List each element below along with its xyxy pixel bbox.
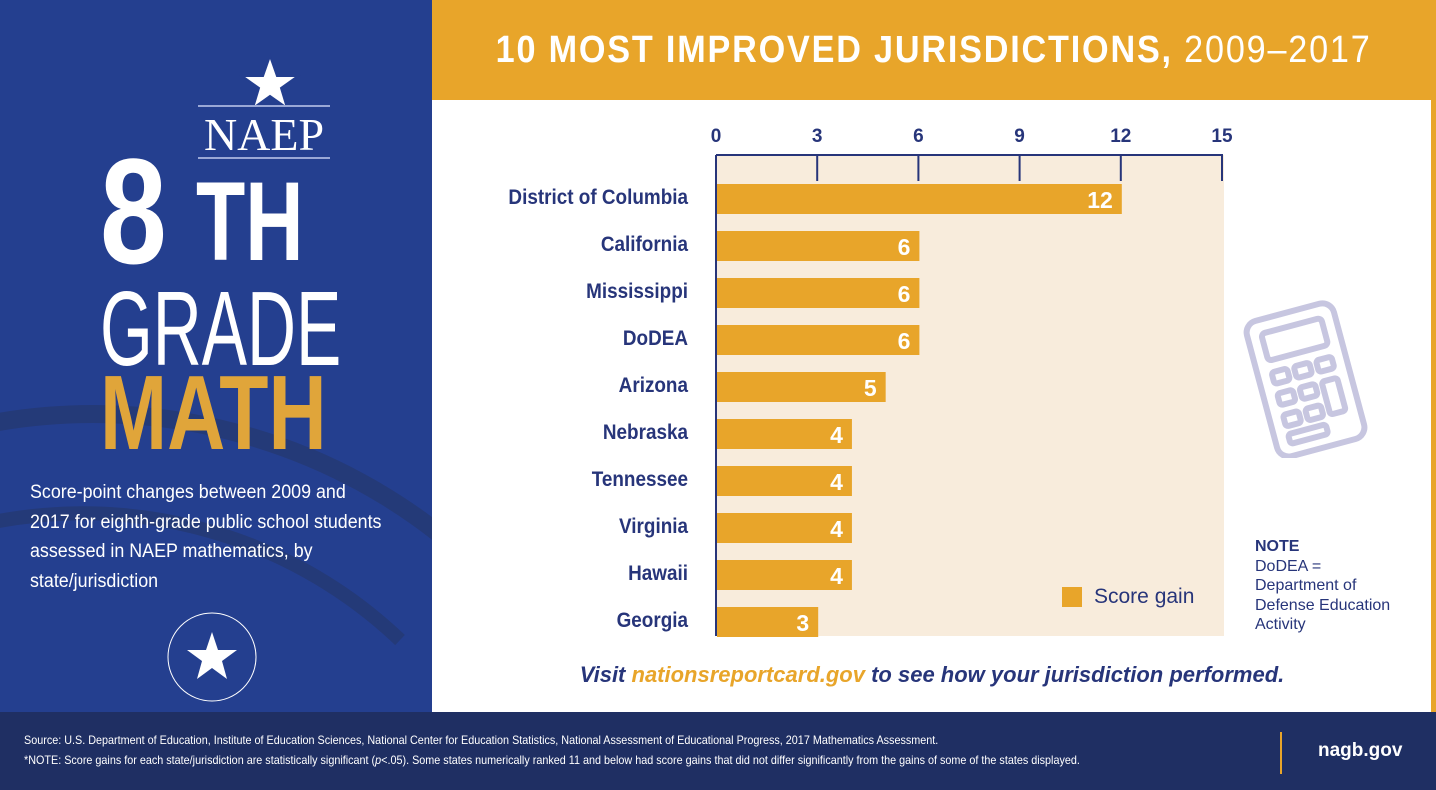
x-tick-label: 15 <box>1211 126 1233 147</box>
divider <box>1280 732 1282 774</box>
category-label: Virginia <box>619 515 688 538</box>
category-label: District of Columbia <box>508 186 688 209</box>
category-label: Mississippi <box>586 280 688 303</box>
note-line: Activity <box>1255 616 1306 633</box>
footnote-p: p <box>375 753 382 767</box>
note-title: NOTE <box>1255 538 1300 555</box>
grade-suffix: TH <box>196 159 304 284</box>
bar <box>717 466 852 496</box>
nationsreportcard-link[interactable]: nationsreportcard.gov <box>631 662 865 687</box>
bar-value-label: 5 <box>864 375 877 401</box>
subject-title: MATH <box>100 354 327 472</box>
category-label: California <box>600 233 688 256</box>
bar <box>717 419 852 449</box>
footer: Source: U.S. Department of Education, In… <box>0 712 1436 790</box>
naep-star-logo: NAEP <box>198 52 330 160</box>
calculator-icon <box>1243 300 1368 458</box>
footnote: *NOTE: Score gains for each state/jurisd… <box>24 753 1080 767</box>
bar-value-label: 6 <box>898 328 911 354</box>
bar <box>717 231 920 261</box>
grade-word: GRADE <box>100 270 342 388</box>
chart-title: 10 MOST IMPROVED JURISDICTIONS, <box>496 28 1174 71</box>
bar-value-label: 6 <box>898 281 911 307</box>
chart-years: 2009–2017 <box>1184 28 1372 71</box>
bar-value-label: 4 <box>830 469 843 495</box>
border <box>1431 100 1436 712</box>
protractor-decoration <box>0 405 432 646</box>
bar-value-label: 12 <box>1087 187 1113 213</box>
grade-number: 8 <box>100 127 167 295</box>
x-tick-label: 12 <box>1110 126 1132 147</box>
bar <box>717 372 886 402</box>
category-label: Nebraska <box>602 421 688 444</box>
x-tick-label: 6 <box>913 126 924 147</box>
category-label: Arizona <box>618 374 688 397</box>
bar <box>717 325 920 355</box>
bar <box>717 607 819 637</box>
note-line: Department of <box>1255 577 1357 594</box>
visit-post: to see how your jurisdiction performed. <box>864 662 1285 687</box>
category-label: DoDEA <box>622 327 688 350</box>
category-label: Tennessee <box>591 468 688 491</box>
chart-header: 10 MOST IMPROVED JURISDICTIONS, 2009–201… <box>432 0 1436 100</box>
note: NOTE DoDEA = Department of Defense Educa… <box>1255 537 1390 635</box>
bar <box>717 278 920 308</box>
x-tick-label: 9 <box>1014 126 1025 147</box>
legend-swatch <box>1062 587 1082 607</box>
bar <box>717 184 1122 214</box>
bar <box>717 560 852 590</box>
legend-label: Score gain <box>1094 585 1195 608</box>
note-line: Defense Education <box>1255 596 1391 614</box>
governing-board-seal <box>167 612 257 702</box>
bar <box>717 513 852 543</box>
footnote-post: <.05). Some states numerically ranked 11… <box>381 753 1080 767</box>
legend: Score gain <box>1062 585 1194 609</box>
bar-value-label: 4 <box>830 563 843 589</box>
x-tick-label: 3 <box>811 126 823 147</box>
note-line: DoDEA = <box>1255 557 1322 575</box>
visit-pre: Visit <box>579 662 632 687</box>
svg-text:NAEP: NAEP <box>204 109 324 160</box>
bar-value-label: 4 <box>830 422 843 448</box>
category-label: Georgia <box>616 609 688 632</box>
bar-value-label: 3 <box>796 610 809 636</box>
category-label: Hawaii <box>628 562 688 585</box>
footnote-pre: *NOTE: Score gains for each state/jurisd… <box>24 753 376 767</box>
x-tick-label: 0 <box>710 126 722 147</box>
left-panel: NAEP 8 TH GRADE MATH Score-point changes… <box>0 0 432 712</box>
source-text: Source: U.S. Department of Education, In… <box>24 733 939 747</box>
description: Score-point changes between 2009 and 201… <box>30 482 382 592</box>
bar-value-label: 4 <box>830 516 843 542</box>
visit-message: Visit nationsreportcard.gov to see how y… <box>432 662 1432 688</box>
nagb-link[interactable]: nagb.gov <box>1318 740 1403 761</box>
bar-value-label: 6 <box>898 234 911 260</box>
